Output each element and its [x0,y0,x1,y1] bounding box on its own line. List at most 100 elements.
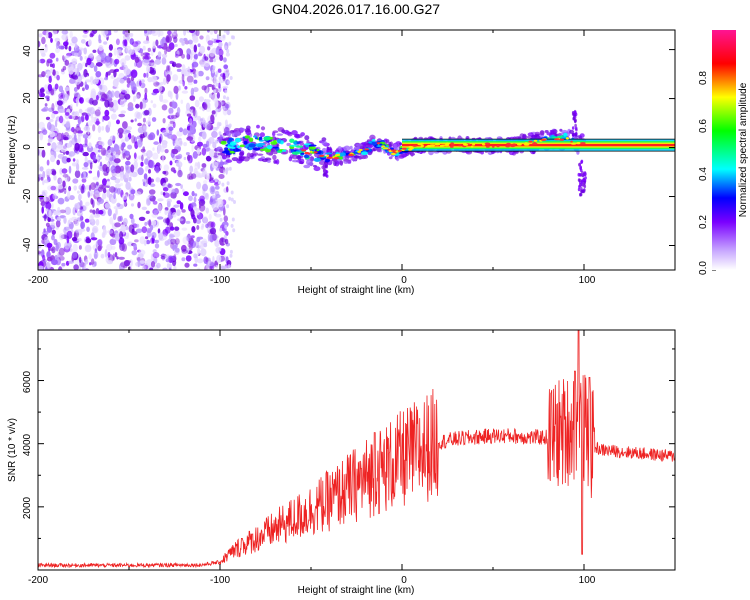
spectrogram-noise-blob [209,149,215,158]
spectrogram-noise-blob [219,265,225,270]
spectrogram-noise-blob [211,93,219,102]
spectrogram-noise-blob [144,158,149,165]
spectrogram-noise-blob [104,99,110,108]
spectrogram-noise-blob [225,103,230,109]
spectrogram-noise-blob [141,154,144,162]
spectrogram-noise-blob [116,119,120,125]
spectrogram-noise-blob [218,41,223,48]
spectrogram-noise-blob [163,177,169,183]
spectrogram-noise-blob [48,134,54,143]
spectrogram-spike-blob [579,166,582,171]
spectrogram-noise-blob [226,181,230,186]
spectrogram-noise-blob [151,231,157,239]
spectrogram-core-blob [229,141,237,146]
spectrogram-noise-blob [208,213,212,220]
snr-panel: -200 -100 0 100 Height of straight line … [7,329,676,596]
spectrogram-noise-blob [221,182,225,187]
spectrogram-noise-blob [118,187,122,194]
spectrogram-noise-blob [102,178,107,186]
spectrogram-noise-blob [197,267,201,270]
spectrogram-noise-blob [118,113,126,118]
spectrogram-noise-blob [181,257,186,262]
spectrogram-noise-blob [135,103,140,109]
spectrogram-noise-blob [50,168,57,175]
spectrogram-halo-blob [535,133,540,136]
spectrogram-halo-blob [558,132,562,137]
spectrogram-noise-blob [78,194,83,200]
spectrogram-noise-blob [205,257,209,262]
spectrogram-noise-blob [110,176,117,181]
spectrogram-noise-blob [95,143,100,149]
spectrogram-noise-blob [145,210,150,214]
spectrogram-peak-blob [319,154,325,157]
spectrogram-noise-blob [179,127,183,133]
spectrogram-noise-blob [184,67,191,77]
spectrogram-noise-blob [92,49,97,53]
spectrogram-noise-blob [115,154,120,158]
spectrogram-halo-blob [217,139,223,142]
spectrogram-noise-blob [215,167,220,171]
spectrogram-noise-blob [104,77,109,81]
spectrogram-noise-blob [205,155,212,162]
spectrogram-noise-blob [56,100,63,106]
spectrogram-noise-blob [171,148,179,155]
top-ytick-label: 0 [22,144,33,150]
spectrogram-noise-blob [176,200,182,205]
spectrogram-noise-blob [126,83,130,88]
spectrogram-spike-blob [579,192,583,197]
spectrogram-noise-blob [223,95,226,100]
spectrogram-noise-blob [61,168,68,174]
spectrogram-peak-blob [444,143,450,147]
spectrogram-noise-blob [53,174,57,181]
spectrogram-noise-blob [170,238,177,245]
spectrogram-noise-blob [215,265,219,269]
spectrogram-peak-blob [571,142,577,145]
spectrogram-noise-blob [174,247,180,253]
spectrogram-noise-blob [38,174,41,178]
spectrogram-noise-blob [130,203,135,207]
spectrogram-noise-blob [84,30,88,33]
spectrogram-noise-blob [145,236,149,240]
spectrogram-noise-blob [60,145,67,153]
top-ytick-label: -20 [22,188,33,203]
spectrogram-noise-blob [178,85,181,91]
spectrogram-noise-blob [80,173,84,179]
spectrogram-noise-blob [103,41,108,45]
spectrogram-noise-blob [114,252,118,258]
top-xtick-label: 0 [401,275,407,286]
spectrogram-noise-blob [46,256,53,262]
spectrogram-noise-blob [197,70,204,77]
spectrogram-noise-blob [46,71,51,76]
spectrogram-noise-blob [92,79,99,85]
spectrogram-peak-blob [381,145,386,148]
spectrogram-noise-blob [187,129,193,135]
spectrogram-noise-blob [46,251,51,259]
spectrogram-noise-blob [123,201,128,207]
spectrogram-noise-blob [227,80,231,85]
spectrogram-noise-blob [219,227,223,232]
spectrogram-noise-blob [160,38,165,48]
spectrogram-noise-blob [90,182,97,191]
spectrogram-noise-blob [209,49,216,58]
spectrogram-noise-blob [149,267,154,270]
spectrogram-peak-blob [472,143,476,146]
spectrogram-peak-blob [484,142,491,145]
spectrogram-peak-blob [458,144,462,147]
spectrogram-noise-blob [166,198,172,203]
spectrogram-noise-blob [175,242,178,248]
spectrogram-noise-blob [65,112,70,116]
spectrogram-peak-blob [348,153,354,156]
spectrogram-noise-blob [209,93,213,99]
spectrogram-noise-blob [58,85,64,93]
colorbar-label: Normalized spectral amplitude [738,82,749,217]
spectrogram-noise-blob [157,228,161,234]
spectrogram-noise-blob [114,58,120,65]
spectrogram-noise-blob [109,229,113,234]
spectrogram-noise-blob [106,91,113,100]
spectrogram-noise-blob [51,234,55,241]
spectrogram-noise-blob [71,58,78,65]
spectrogram-noise-blob [64,241,71,250]
spectrogram-noise-blob [192,35,199,41]
spectrogram-noise-blob [198,201,202,209]
spectrogram-noise-blob [212,194,216,199]
